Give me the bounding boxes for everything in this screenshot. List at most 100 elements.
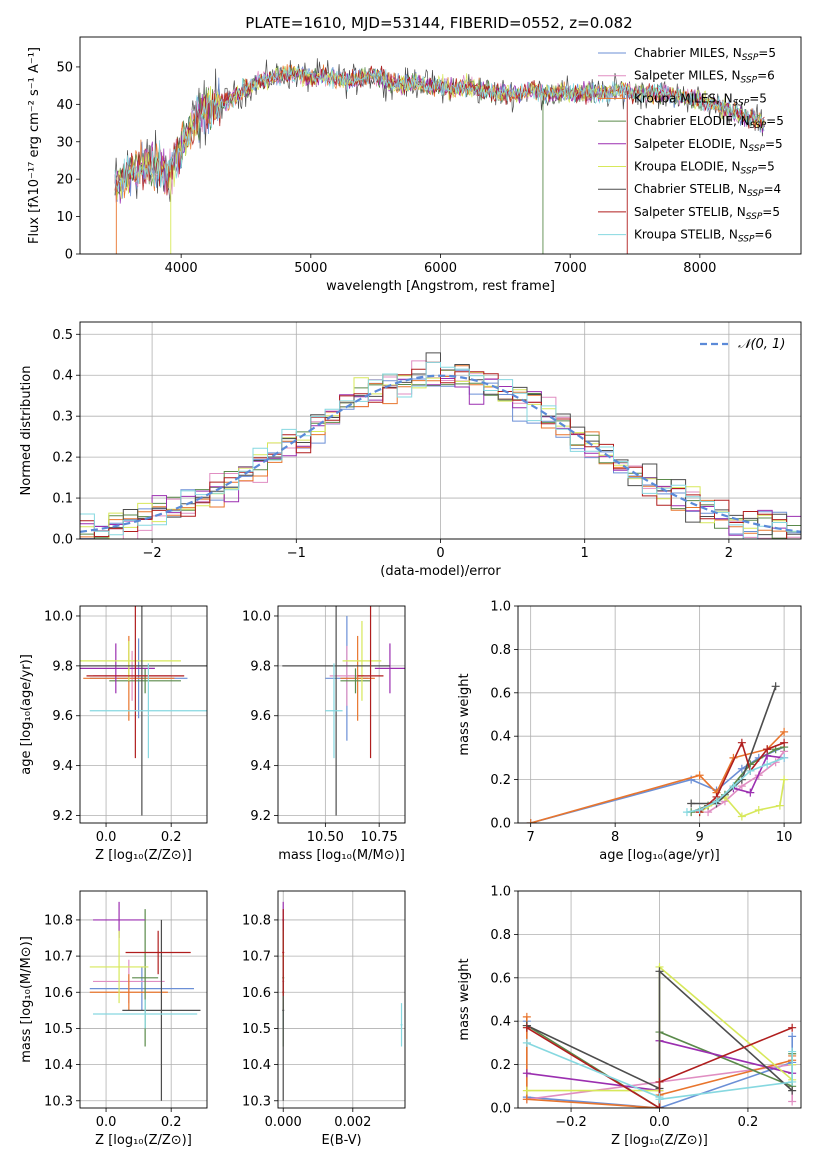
data-marker [763,745,772,754]
x-tick-label: 8 [611,830,619,845]
y-tick-label: 9.4 [52,759,73,774]
plot-area [89,901,201,1101]
data-marker [687,799,696,808]
y-tick-label: 1.0 [490,885,511,900]
plot-area [526,682,789,823]
y-axis-label: Normed distribution [19,366,34,496]
series-group [526,682,789,823]
axes-frame [79,890,208,1109]
plot-area [80,606,207,816]
data-marker [737,775,746,784]
legend-label-sub: SSP [741,167,758,177]
legend-label-main: Kroupa ELODIE, N [634,160,741,174]
y-tick-label: 0.0 [490,817,511,832]
y-tick-label: 40 [56,98,73,113]
y-tick-label: 10.7 [44,950,73,965]
mass-weight-series [699,740,785,813]
x-tick-label: 1 [581,546,589,561]
legend-label-main: Salpeter STELIB, N [634,205,746,219]
panel-age_vs_Z: 0.0 0.2 9.2 9.4 9.6 9.8 10.0 Z [log₁₀(Z/Z⊙)] age… [19,605,208,863]
legend-label-count: =5 [757,160,775,174]
spectrum-line [114,68,765,204]
legend-label: Salpeter ELODIE, NSSP=5 [634,137,783,154]
series-group [282,901,403,1101]
y-tick-label: 0 [65,248,73,263]
x-tick-label: 6000 [424,261,457,276]
panel-massweight_vs_age: 7 8 9 10 0.0 0.2 0.4 0.6 0.8 1.0 age [log₁₀(age/yr… [457,600,802,863]
y-tick-label: 10.0 [44,609,73,624]
y-tick-label: 9.2 [52,809,73,824]
data-marker [780,727,789,736]
data-marker [712,797,721,806]
legend-label-count: =6 [754,228,772,242]
y-tick-label: 10.5 [44,1022,73,1037]
y-tick-label: 0.4 [52,369,73,384]
x-tick-label: 2 [725,546,733,561]
data-marker [522,1038,531,1047]
plot-area [282,901,403,1101]
legend-label-sub: SSP [746,212,763,222]
panel-mass_vs_Z: 0.0 0.2 10.3 10.4 10.5 10.6 10.7 10.8 Z [log₁₀(Z… [19,890,208,1148]
legend-label-count: =5 [762,205,780,219]
y-tick-label: 10.0 [242,609,271,624]
y-axis-label: mass [log₁₀(M/M⊙)] [19,936,34,1063]
legend-label-sub: SSP [750,121,767,131]
data-marker [655,967,664,976]
data-marker [780,738,789,747]
legend-label: Salpeter STELIB, NSSP=5 [634,205,780,222]
x-axis-label: Z [log₁₀(Z/Z⊙)] [611,1133,708,1148]
legend-label-main: Salpeter ELODIE, N [634,137,748,151]
y-tick-label: 0.4 [490,1015,511,1030]
axes-frame [79,321,802,540]
y-tick-label: 50 [56,60,73,75]
series-group [522,962,797,1108]
legend-label-count: =6 [757,69,775,83]
legend-label-sub: SSP [741,76,758,86]
y-tick-label: 0.8 [490,928,511,943]
y-tick-label: 10.7 [242,950,271,965]
y-tick-label: 10.4 [44,1058,73,1073]
legend-label-sub: SSP [733,98,750,108]
plot-area: 𝒩(0, 1) [80,337,801,539]
x-tick-label: 0.002 [334,1115,371,1130]
y-tick-label: 0.3 [52,410,73,425]
x-tick-label: 0.2 [738,1115,759,1130]
y-tick-label: 0.2 [490,1058,511,1073]
y-tick-label: 0.8 [490,643,511,658]
x-tick-label: 5000 [294,261,327,276]
series-group [80,352,801,539]
data-marker [788,1077,797,1086]
y-axis-label: mass weight [457,958,472,1040]
x-tick-label: 0.2 [161,830,182,845]
data-marker [522,1086,531,1095]
y-tick-label: 0.2 [490,773,511,788]
y-tick-label: 10.6 [242,986,271,1001]
panel-residuals: −2 −1 0 1 2 0.0 0.1 0.2 0.3 0.4 0.5 𝒩(0, 1) (data-mo… [19,321,802,579]
x-tick-label: 0.0 [649,1115,670,1130]
x-tick-label: −0.2 [555,1115,587,1130]
mass-weight-series [530,731,785,823]
y-tick-label: 9.8 [52,659,73,674]
data-marker [695,805,704,814]
figure-title: PLATE=1610, MJD=53144, FIBERID=0552, z=0… [245,14,632,32]
legend-label-count: =5 [765,137,783,151]
mass-weight-series [526,969,793,1092]
x-tick-label: 0.000 [265,1115,302,1130]
legend-label-main: Kroupa STELIB, N [634,228,738,242]
legend-label-main: Kroupa MILES, N [634,91,733,105]
y-tick-label: 9.6 [52,709,73,724]
y-axis-label: age [log₁₀(age/yr)] [19,654,34,775]
legend-label-main: Salpeter MILES, N [634,69,741,83]
y-tick-label: 9.2 [250,809,271,824]
x-tick-label: 9 [695,830,703,845]
series-group [80,606,207,816]
data-marker [522,1069,531,1078]
data-marker [737,738,746,747]
legend-label-main: Chabrier MILES, N [634,46,742,60]
series-group [282,606,405,816]
x-axis-label: age [log₁₀(age/yr)] [599,848,720,863]
y-tick-label: 30 [56,135,73,150]
legend-label-sub: SSP [748,144,765,154]
